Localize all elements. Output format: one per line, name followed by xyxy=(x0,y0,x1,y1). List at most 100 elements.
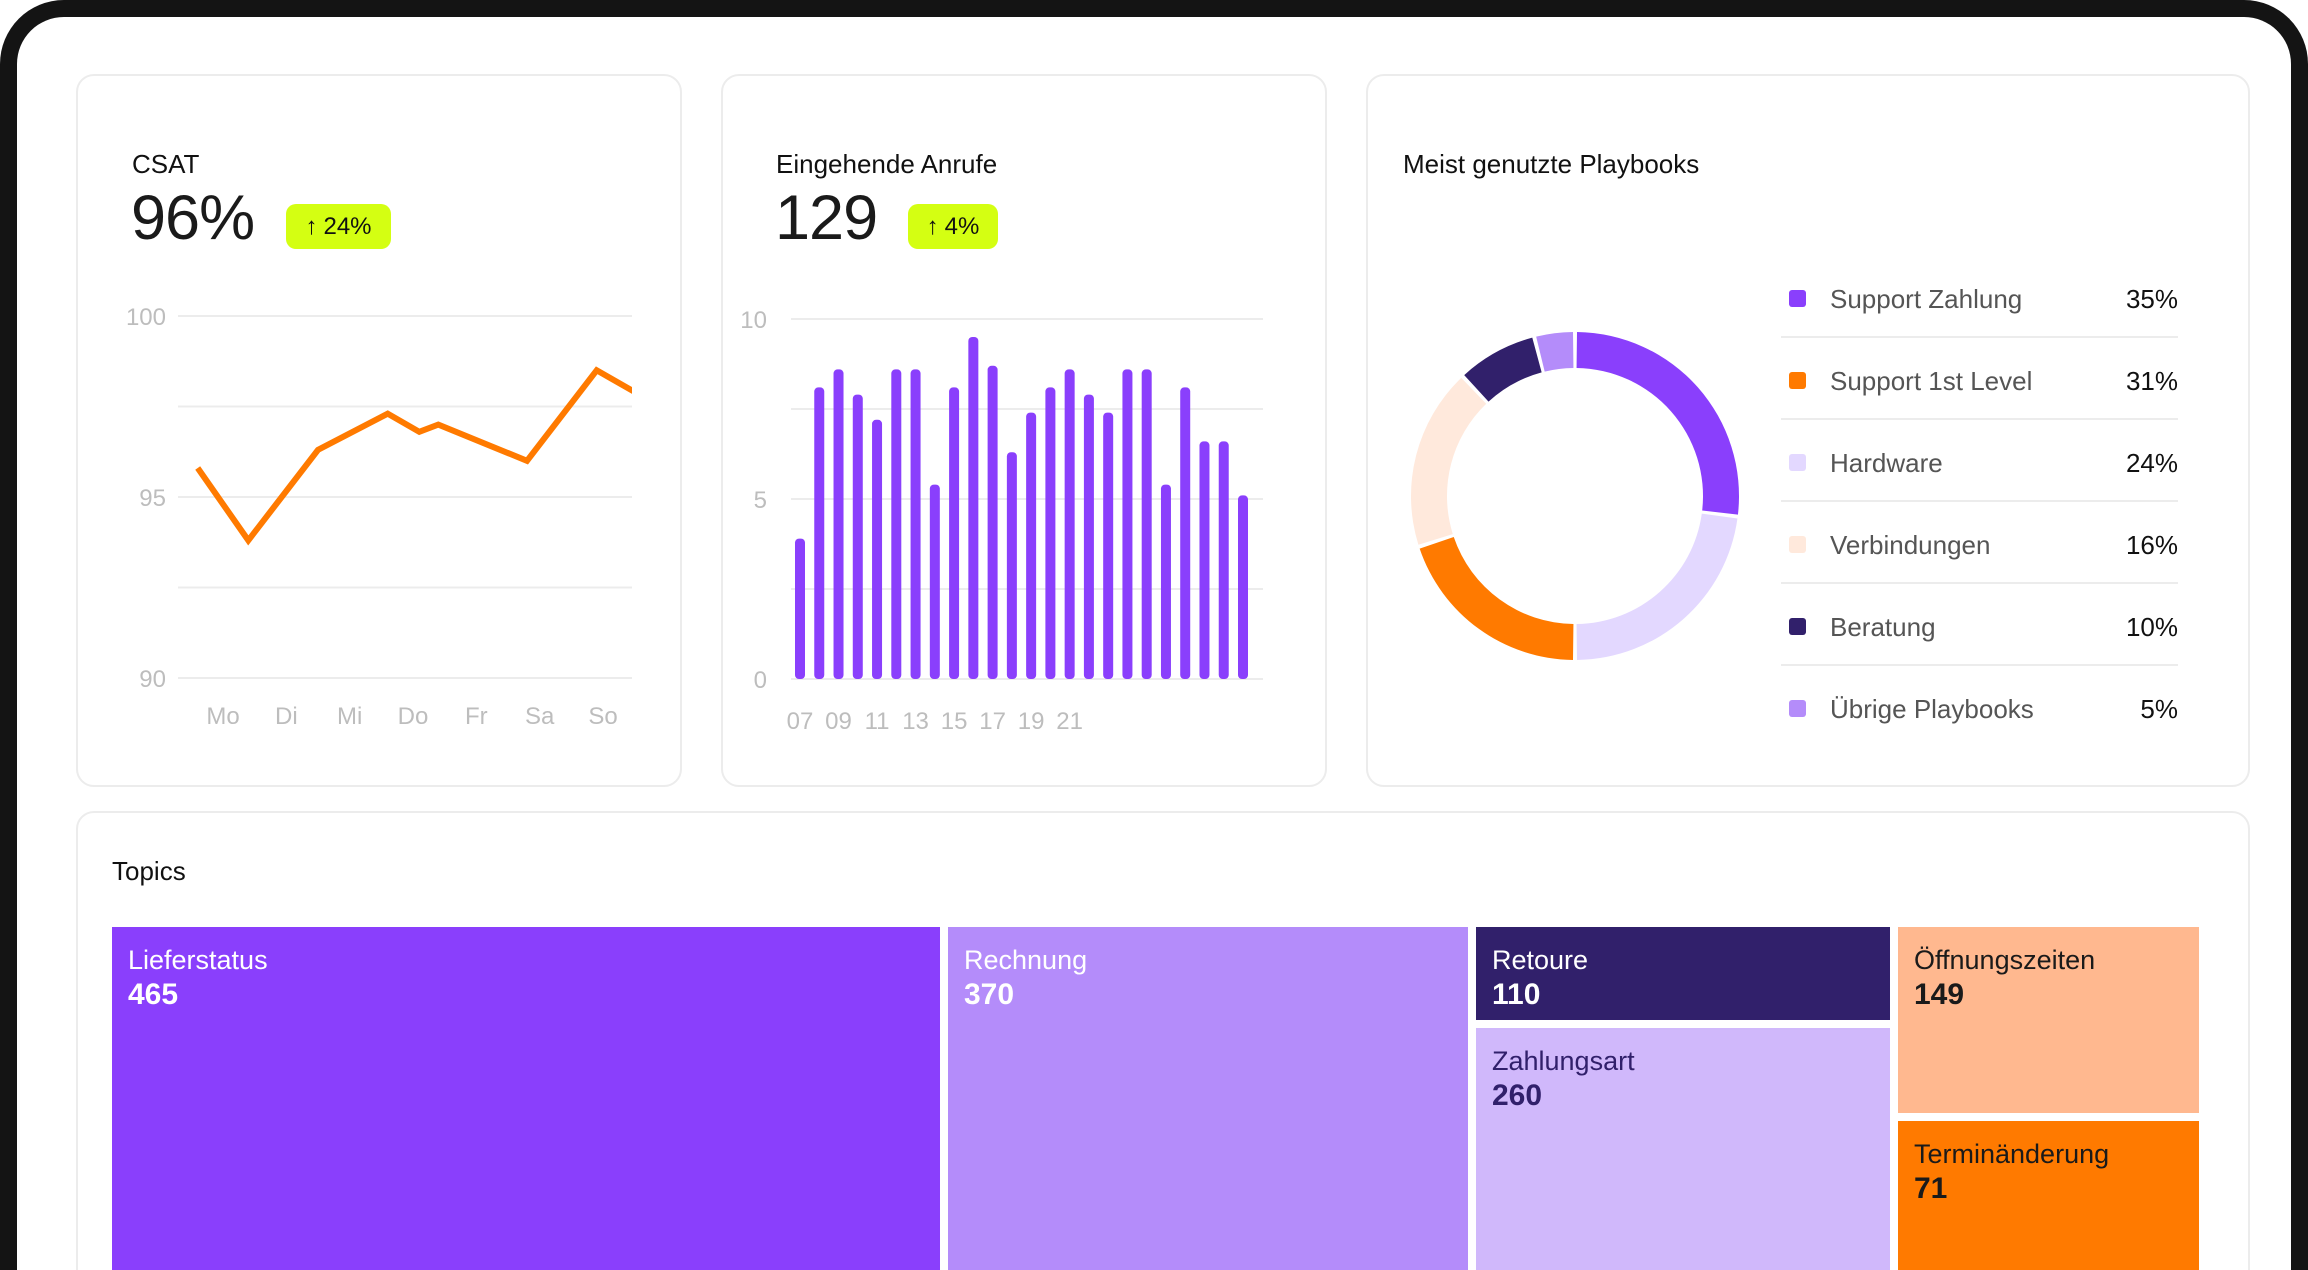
legend-swatch xyxy=(1789,454,1806,471)
treemap-tile[interactable]: Zahlungsart 260 xyxy=(1476,1028,1890,1270)
csat-value: 96% xyxy=(131,183,255,253)
y-tick-label: 10 xyxy=(740,307,767,334)
donut-slice[interactable] xyxy=(1411,377,1487,545)
anrufe-title: Eingehende Anrufe xyxy=(776,149,998,179)
bar[interactable] xyxy=(929,484,940,679)
legend-item[interactable]: Beratung 10% xyxy=(1781,584,2178,666)
bar[interactable] xyxy=(1122,369,1133,679)
bar[interactable] xyxy=(1180,387,1191,679)
legend-swatch xyxy=(1789,536,1806,553)
tile-value: 465 xyxy=(128,978,179,1011)
donut-slice[interactable] xyxy=(1576,332,1739,515)
y-tick-label: 95 xyxy=(139,485,166,512)
treemap-tile[interactable]: Lieferstatus 465 xyxy=(112,927,940,1270)
donut-slice[interactable] xyxy=(1464,337,1542,402)
legend-item[interactable]: Verbindungen 16% xyxy=(1781,502,2178,584)
bar[interactable] xyxy=(1160,484,1171,679)
bar[interactable] xyxy=(891,369,902,679)
x-tick-label: 11 xyxy=(865,708,890,735)
treemap-tile[interactable]: Retoure 110 xyxy=(1476,927,1890,1020)
legend-value: 10% xyxy=(2125,612,2178,642)
y-tick-label: 0 xyxy=(754,667,767,694)
legend-swatch xyxy=(1789,700,1806,717)
legend-value: 5% xyxy=(2140,694,2178,724)
tile-label: Öffnungszeiten xyxy=(1914,945,2096,975)
bar[interactable] xyxy=(949,387,960,679)
topics-title: Topics xyxy=(112,856,186,886)
topics-treemap: Lieferstatus 465 Rechnung 370 Retoure 110 Zahl… xyxy=(112,927,2202,1270)
x-tick-label: 09 xyxy=(825,708,852,735)
bar[interactable] xyxy=(968,337,979,679)
x-tick-label: Mi xyxy=(337,703,362,730)
bar[interactable] xyxy=(1026,412,1037,679)
x-tick-label: Di xyxy=(275,703,298,730)
csat-series-line[interactable] xyxy=(195,366,641,546)
legend-value: 24% xyxy=(2125,448,2178,478)
anrufe-card[interactable]: Eingehende Anrufe 129 ↑ 4% 10 5 0 07 09 11 13 1… xyxy=(721,74,1327,787)
tile-label: Lieferstatus xyxy=(128,945,268,975)
csat-trend-text: 24% xyxy=(323,212,372,240)
bar[interactable] xyxy=(910,369,921,679)
tile-label: Rechnung xyxy=(964,945,1088,975)
csat-card[interactable]: CSAT 96% ↑ 24% 100 95 90 Mo Di Mi Do Fr Sa So xyxy=(76,74,682,787)
bar[interactable] xyxy=(1083,394,1094,679)
anrufe-bar-chart[interactable]: 10 5 0 07 09 11 13 15 17 19 21 xyxy=(723,76,1329,789)
legend-label: Hardware xyxy=(1830,448,1943,478)
tile-label: Terminänderung xyxy=(1914,1139,2110,1169)
playbooks-donut-chart[interactable] xyxy=(1395,316,1755,676)
legend-swatch xyxy=(1789,618,1806,635)
bar[interactable] xyxy=(872,419,883,679)
x-tick-label: 15 xyxy=(941,708,968,735)
bar[interactable] xyxy=(1006,452,1017,679)
legend-label: Übrige Playbooks xyxy=(1830,694,2034,724)
legend-value: 31% xyxy=(2125,366,2178,396)
tile-label: Retoure xyxy=(1492,945,1589,975)
bar[interactable] xyxy=(1199,441,1210,679)
bar[interactable] xyxy=(814,387,825,679)
x-tick-label: Mo xyxy=(206,703,239,730)
treemap-tile[interactable]: Öffnungszeiten 149 xyxy=(1898,927,2199,1113)
tile-value: 149 xyxy=(1914,978,1965,1011)
legend-item[interactable]: Übrige Playbooks 5% xyxy=(1781,666,2178,748)
bar[interactable] xyxy=(833,369,844,679)
bar[interactable] xyxy=(1045,387,1056,679)
legend-item[interactable]: Hardware 24% xyxy=(1781,420,2178,502)
tile-value: 260 xyxy=(1492,1079,1543,1112)
x-tick-label: Sa xyxy=(525,703,555,730)
treemap-tile[interactable]: Rechnung 370 xyxy=(948,927,1468,1270)
anrufe-value: 129 xyxy=(775,183,878,253)
donut-slice[interactable] xyxy=(1576,513,1738,660)
csat-line-chart[interactable]: 100 95 90 Mo Di Mi Do Fr Sa So xyxy=(78,76,684,789)
donut-slice[interactable] xyxy=(1419,537,1574,660)
bar[interactable] xyxy=(1238,495,1248,679)
legend-label: Verbindungen xyxy=(1830,530,1991,560)
csat-trend-badge: ↑ 24% xyxy=(286,204,391,249)
y-tick-label: 100 xyxy=(126,304,166,331)
legend-value: 16% xyxy=(2125,530,2178,560)
x-tick-label: Fr xyxy=(465,703,488,730)
legend-value: 35% xyxy=(2125,284,2178,314)
x-tick-label: 21 xyxy=(1056,708,1083,735)
arrow-up-icon: ↑ xyxy=(926,212,939,240)
bar[interactable] xyxy=(987,365,998,679)
legend-item[interactable]: Support Zahlung 35% xyxy=(1781,256,2178,338)
topics-card[interactable]: Topics Lieferstatus 465 Rechnung 370 Retoure… xyxy=(76,811,2250,1270)
playbooks-card[interactable]: Meist genutzte Playbooks Support Zahlung… xyxy=(1366,74,2250,787)
bar[interactable] xyxy=(1064,369,1075,679)
bar[interactable] xyxy=(1103,412,1114,679)
legend-label: Beratung xyxy=(1830,612,1936,642)
bar[interactable] xyxy=(795,538,805,679)
bar[interactable] xyxy=(1218,441,1229,679)
x-tick-label: 13 xyxy=(902,708,929,735)
treemap-tile[interactable]: Terminänderung 71 xyxy=(1898,1121,2199,1270)
playbooks-title: Meist genutzte Playbooks xyxy=(1403,149,1700,179)
arrow-up-icon: ↑ xyxy=(305,212,318,240)
y-tick-label: 5 xyxy=(754,487,767,514)
donut-slice[interactable] xyxy=(1536,332,1574,372)
bar[interactable] xyxy=(852,394,863,679)
legend-item[interactable]: Support 1st Level 31% xyxy=(1781,338,2178,420)
bar[interactable] xyxy=(1141,369,1152,679)
tile-value: 71 xyxy=(1914,1172,1948,1205)
playbooks-legend: Support Zahlung 35% Support 1st Level 31% Ha… xyxy=(1781,256,2178,748)
